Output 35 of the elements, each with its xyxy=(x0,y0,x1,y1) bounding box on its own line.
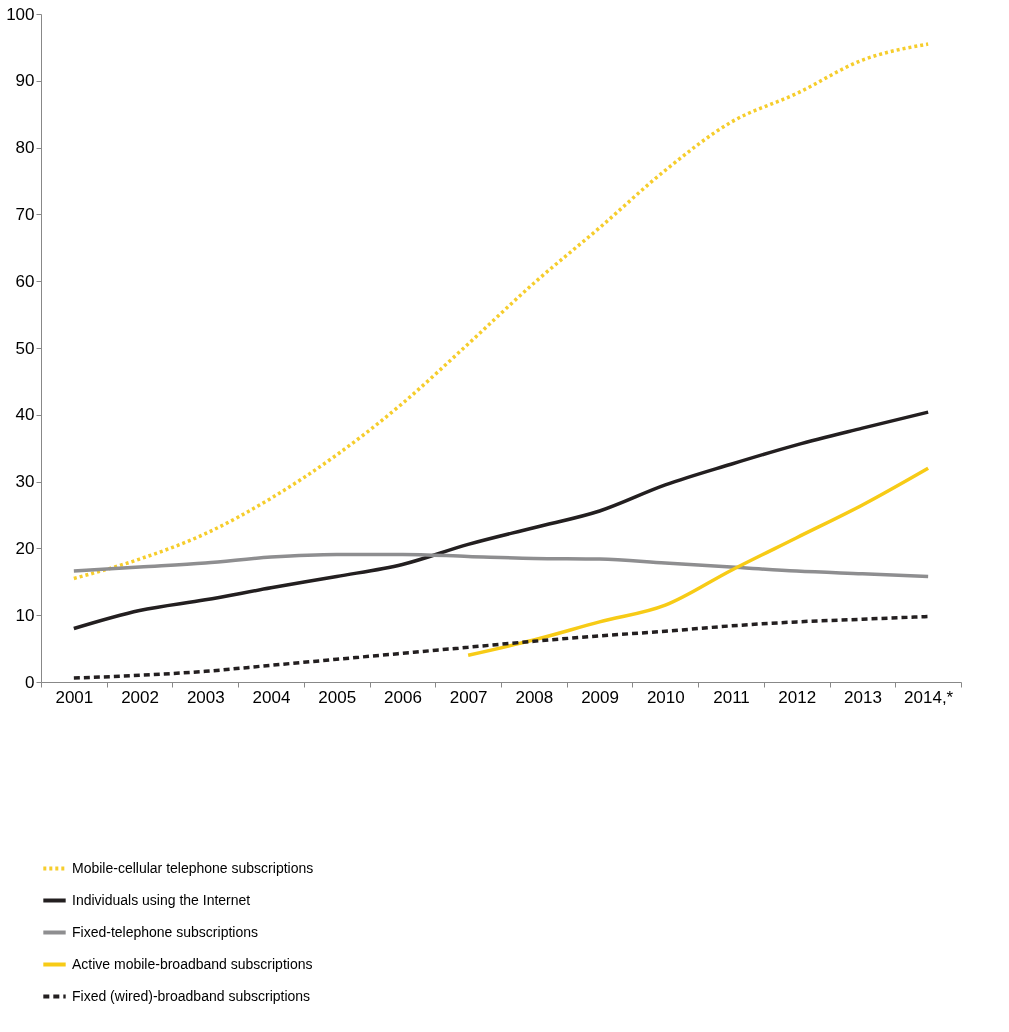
y-tick-label: 0 xyxy=(25,672,35,692)
legend-label: Fixed (wired)-broadband subscriptions xyxy=(72,987,311,1004)
y-tick-label: 20 xyxy=(15,538,35,558)
x-tick-label: 2013 xyxy=(844,687,882,707)
x-tick-label: 2005 xyxy=(318,687,357,707)
line-series xyxy=(72,614,930,680)
y-tick-label: 100 xyxy=(6,4,35,24)
line-series xyxy=(72,42,930,581)
y-tick-label: 40 xyxy=(15,405,35,425)
x-tick-label: 2009 xyxy=(581,687,619,707)
x-tick-label: 2007 xyxy=(449,687,488,707)
y-tick-label: 90 xyxy=(15,71,35,91)
x-tick-label: 2006 xyxy=(384,687,422,707)
legend-label: Active mobile-broadband subscriptions xyxy=(72,955,313,972)
y-tick-label: 60 xyxy=(15,271,35,291)
legend-label: Individuals using the Internet xyxy=(72,891,251,908)
y-tick-label: 10 xyxy=(15,605,35,625)
line-series xyxy=(72,552,930,579)
x-tick-label: 2003 xyxy=(186,687,225,707)
y-tick-label: 80 xyxy=(15,138,35,158)
y-tick-label: 50 xyxy=(15,338,35,358)
x-tick-label: 2010 xyxy=(646,687,685,707)
x-tick-label: 2014,* xyxy=(904,687,954,707)
y-tick-label: 30 xyxy=(15,472,35,492)
x-tick-label: 2001 xyxy=(55,687,94,707)
x-tick-label: 2012 xyxy=(778,687,817,707)
line-series xyxy=(466,466,930,658)
line-series xyxy=(72,410,930,631)
legend-label: Mobile-cellular telephone subscriptions xyxy=(72,859,314,876)
x-tick-label: 2011 xyxy=(713,687,750,707)
legend-label: Fixed-telephone subscriptions xyxy=(72,923,258,940)
x-tick-label: 2008 xyxy=(515,687,554,707)
x-tick-label: 2004 xyxy=(252,687,291,707)
x-tick-label: 2002 xyxy=(121,687,159,707)
y-tick-label: 70 xyxy=(15,204,35,224)
